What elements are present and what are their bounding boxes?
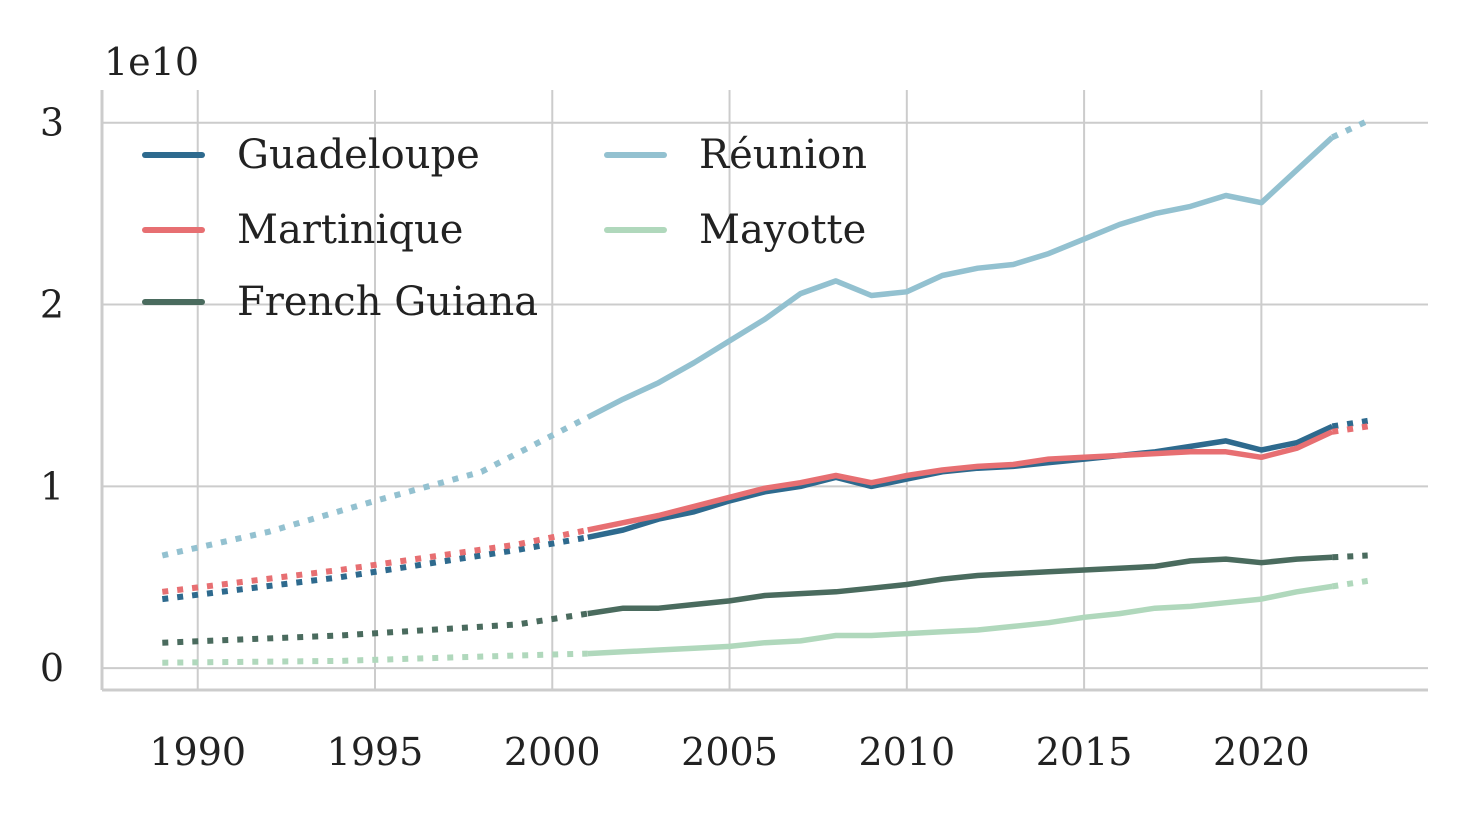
y-tick-label-1: 1 <box>40 464 64 508</box>
series-line-estimated-mayotte <box>162 650 588 666</box>
legend-item-mayotte: Mayotte <box>604 207 866 253</box>
series-martinique <box>161 423 1369 595</box>
legend-label-french-guiana: French Guiana <box>237 279 538 325</box>
series-line-estimated-martinique <box>161 527 589 595</box>
x-tick-label-2010: 2010 <box>858 730 955 774</box>
series-line-r-union <box>586 135 1335 420</box>
series-line-estimated-french-guiana <box>162 610 589 646</box>
series-line-projected-guadeloupe <box>1331 417 1369 430</box>
legend-label-guadeloupe: Guadeloupe <box>237 132 480 178</box>
legend: Guadeloupe Martinique French Guiana Réunion… <box>142 132 867 325</box>
x-tick-labels: 1990 1995 2000 2005 2010 2015 2020 <box>149 730 1309 774</box>
legend-item-french-guiana: French Guiana <box>142 279 538 325</box>
legend-label-mayotte: Mayotte <box>699 207 866 253</box>
series-line-estimated-guadeloupe <box>161 534 589 603</box>
series-r-union <box>161 118 1369 559</box>
series-line-projected-r-union <box>1331 118 1369 141</box>
series-group <box>161 118 1369 666</box>
y-tick-label-0: 0 <box>40 646 64 690</box>
series-french-guiana <box>162 552 1368 646</box>
x-tick-label-1995: 1995 <box>327 730 424 774</box>
series-line-projected-mayotte <box>1331 577 1369 590</box>
x-tick-label-2000: 2000 <box>504 730 601 774</box>
series-line-martinique <box>587 429 1334 533</box>
y-offset-label: 1e10 <box>104 40 199 84</box>
legend-label-martinique: Martinique <box>237 207 463 253</box>
x-tick-label-2005: 2005 <box>681 730 778 774</box>
y-tick-label-2: 2 <box>40 283 64 327</box>
y-tick-label-3: 3 <box>40 101 64 145</box>
series-mayotte <box>162 577 1369 666</box>
legend-item-guadeloupe: Guadeloupe <box>142 132 480 178</box>
series-line-mayotte <box>587 583 1333 657</box>
legend-item-r-union: Réunion <box>604 132 867 178</box>
axes <box>100 90 1428 692</box>
x-tick-label-1990: 1990 <box>149 730 246 774</box>
series-line-guadeloupe <box>587 423 1334 540</box>
x-tick-label-2015: 2015 <box>1036 730 1133 774</box>
series-line-projected-french-guiana <box>1332 552 1368 561</box>
series-line-projected-martinique <box>1331 423 1369 435</box>
legend-item-martinique: Martinique <box>142 207 463 253</box>
y-tick-labels: 0 1 2 3 <box>40 101 64 690</box>
series-line-french-guiana <box>587 554 1333 617</box>
legend-label-r-union: Réunion <box>699 132 867 178</box>
x-tick-label-2020: 2020 <box>1213 730 1310 774</box>
